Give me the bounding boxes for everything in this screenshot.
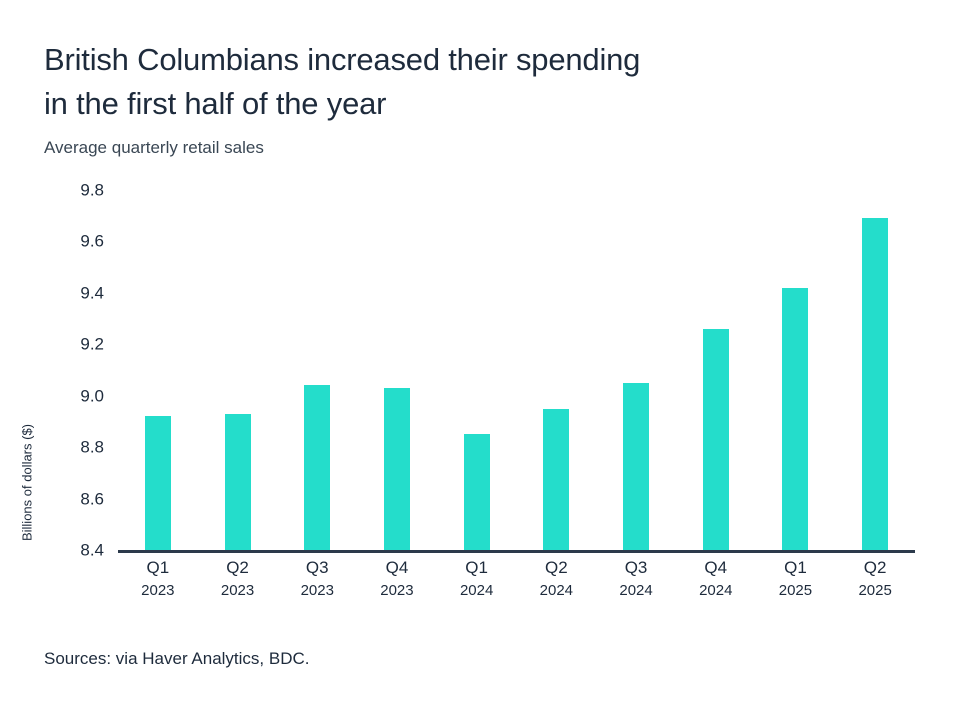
x-tick-quarter: Q2 <box>863 558 887 577</box>
bar <box>623 382 650 550</box>
x-tick-label: Q4 2023 <box>362 558 432 600</box>
bar <box>543 408 570 550</box>
bar <box>702 328 729 550</box>
x-tick-year: 2025 <box>778 582 813 599</box>
x-tick-quarter: Q3 <box>305 558 329 577</box>
sources-note: Sources: via Haver Analytics, BDC. <box>44 649 310 668</box>
x-tick-label: Q3 2023 <box>282 558 352 600</box>
page-title: British Columbians increased their spend… <box>44 42 641 121</box>
x-tick-quarter: Q2 <box>226 558 249 577</box>
bar <box>224 413 251 550</box>
x-tick-year: 2023 <box>141 582 175 599</box>
y-axis-label: Billions of dollars ($) <box>19 423 35 542</box>
x-tick-year: 2025 <box>858 582 892 599</box>
x-tick-label: Q2 2024 <box>521 558 591 600</box>
x-tick-label: Q3 2024 <box>601 558 671 600</box>
y-axis-ticks: 9.8 9.6 9.4 9.2 9.0 8.8 8.6 8.4 <box>58 182 104 559</box>
x-tick-quarter: Q3 <box>624 558 648 577</box>
x-tick-label: Q2 2023 <box>203 558 273 600</box>
y-tick-label: 9.8 <box>80 180 104 200</box>
x-tick-year: 2024 <box>619 582 653 599</box>
bar <box>782 287 809 550</box>
x-tick-year: 2024 <box>459 582 494 599</box>
y-tick-label: 8.6 <box>80 489 104 509</box>
x-axis-ticks: Q1 2023 Q2 2023 Q3 2023 Q4 2023 Q1 2024 Q2 2024 Q3 20… <box>118 558 915 618</box>
x-tick-quarter: Q2 <box>545 558 568 577</box>
x-tick-year: 2023 <box>220 582 255 599</box>
x-tick-quarter: Q1 <box>465 558 488 577</box>
y-tick-label: 9.0 <box>80 386 104 406</box>
plot-area: Billions of dollars ($) 9.8 9.6 9.4 9.2 9.0 8… <box>0 182 960 620</box>
x-tick-label: Q4 2024 <box>681 558 751 600</box>
y-tick-label: 9.2 <box>80 334 104 354</box>
bar <box>304 385 331 550</box>
bar <box>862 218 889 550</box>
y-tick-label: 8.4 <box>80 540 104 560</box>
bar-series <box>118 190 915 550</box>
bar <box>463 434 490 550</box>
x-tick-year: 2023 <box>380 582 414 599</box>
x-tick-year: 2024 <box>539 582 574 599</box>
x-tick-quarter: Q4 <box>704 558 728 577</box>
x-tick-quarter: Q4 <box>385 558 409 577</box>
x-axis-line <box>118 550 915 553</box>
chart-header: British Columbians increased their spend… <box>44 38 824 159</box>
x-tick-quarter: Q1 <box>146 558 170 577</box>
x-tick-label: Q2 2025 <box>840 558 910 600</box>
bar <box>383 388 410 550</box>
chart-subtitle: Average quarterly retail sales <box>44 138 264 157</box>
y-tick-label: 9.4 <box>80 283 104 303</box>
x-tick-label: Q1 2023 <box>123 558 193 600</box>
x-tick-label: Q1 2025 <box>760 558 830 600</box>
x-tick-year: 2024 <box>699 582 733 599</box>
x-tick-quarter: Q1 <box>784 558 807 577</box>
y-tick-label: 8.8 <box>80 437 104 457</box>
x-tick-label: Q1 2024 <box>442 558 512 600</box>
x-tick-year: 2023 <box>300 582 334 599</box>
y-tick-label: 9.6 <box>80 231 104 251</box>
bar <box>144 416 171 550</box>
